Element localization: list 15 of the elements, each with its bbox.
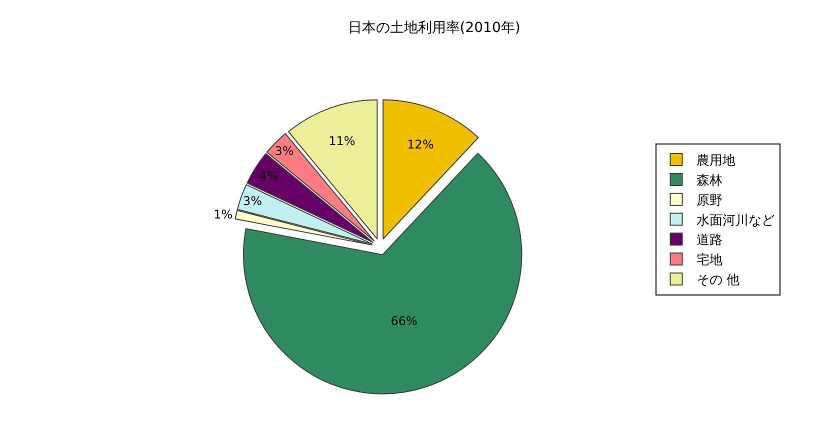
legend-label: 道路 bbox=[696, 233, 722, 248]
data-label: 66% bbox=[390, 314, 418, 328]
data-label: 3% bbox=[243, 194, 262, 208]
data-label: 1% bbox=[214, 207, 233, 222]
legend-label: 森林 bbox=[696, 174, 722, 189]
legend-label: 水面河川など bbox=[696, 213, 774, 228]
legend-label: 農用地 bbox=[696, 154, 736, 169]
legend-label: 宅地 bbox=[696, 252, 722, 268]
data-label: 12% bbox=[407, 137, 434, 152]
data-label: 11% bbox=[328, 134, 356, 148]
legend-label: その 他 bbox=[696, 273, 740, 288]
chart-title: 日本の土地利用率(2010年) bbox=[348, 20, 520, 36]
legend-label: 原野 bbox=[696, 193, 722, 208]
data-label: 4% bbox=[259, 169, 278, 184]
data-label: 3% bbox=[274, 144, 294, 158]
